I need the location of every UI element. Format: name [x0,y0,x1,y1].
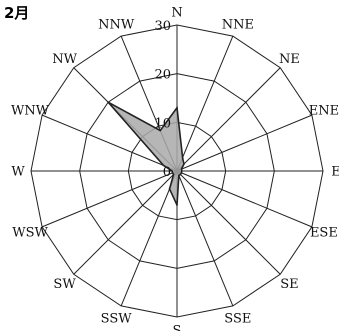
series-point-nw [107,101,109,103]
spoke-ene [176,114,313,172]
series-point-ese [180,172,183,174]
direction-label-nnw: NNW [98,18,135,33]
direction-label-e: E [331,165,339,180]
series-point-nne [181,156,184,159]
direction-label-se: SE [280,277,298,292]
spoke-ne [176,67,281,172]
series-point-e [181,170,183,172]
series-point-wnw [162,164,165,167]
direction-label-wnw: WNW [11,104,50,119]
direction-label-ese: ESE [310,225,338,240]
direction-label-nne: NNE [222,18,254,33]
series-point-ene [180,168,183,170]
spoke-sw [73,170,178,275]
series-point-ne [183,163,185,165]
tick-label-20: 20 [154,68,171,83]
series-point-nnw [159,129,162,132]
direction-label-ene: ENE [309,104,339,119]
direction-label-ssw: SSW [101,311,133,326]
direction-label-sw: SW [53,277,76,292]
radial-tick-labels: 0 10 20 30 [154,19,171,180]
direction-label-s: S [173,324,182,331]
direction-label-n: N [171,6,182,21]
series-point-s [176,204,178,206]
series-point-sw [172,173,175,176]
spoke-se [176,170,281,275]
chart-title: 2月 [4,4,30,22]
series-point-se [179,173,182,176]
radar-series [107,101,185,206]
spoke-nne [176,35,234,172]
direction-label-wsw: WSW [12,225,48,240]
direction-label-nw: NW [52,52,77,67]
series-point-sse [178,174,180,177]
direction-label-ne: NE [279,52,300,67]
series-point-n [176,106,178,109]
series-point-wsw [171,172,174,174]
direction-label-w: W [11,165,25,180]
series-point-w [171,170,173,172]
tick-label-30: 30 [154,19,171,34]
spoke-wnw [41,114,178,172]
direction-label-sse: SSE [224,311,251,326]
tick-label-10: 10 [154,116,171,131]
direction-labels: N NNE NE ENE E ESE SE SSE S SSW SW WSW W WNW NW NNW [11,6,339,331]
spoke-ese [176,170,313,228]
tick-label-0: 0 [163,165,171,180]
spoke-ssw [120,170,178,307]
spoke-wsw [41,170,178,228]
series-area [107,101,185,206]
series-point-ssw [168,188,171,190]
spoke-sse [176,170,234,307]
